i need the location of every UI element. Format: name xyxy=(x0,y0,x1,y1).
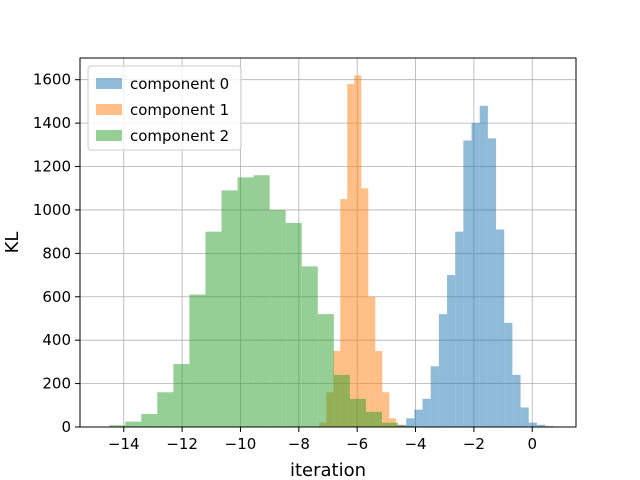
histogram-bar xyxy=(253,175,270,427)
y-axis-label: KL xyxy=(2,232,23,254)
histogram-bar xyxy=(447,275,456,427)
legend-swatch xyxy=(96,104,122,115)
histogram-bar xyxy=(157,392,174,427)
x-tick-label: −8 xyxy=(288,435,310,453)
histogram-bar xyxy=(141,413,158,427)
histogram-bar xyxy=(406,418,415,427)
histogram-bar xyxy=(438,314,448,427)
histogram-bar xyxy=(173,364,190,427)
legend-label: component 2 xyxy=(130,127,229,145)
legend-label: component 1 xyxy=(130,101,229,119)
histogram-bar xyxy=(375,351,383,427)
y-tick-label: 1000 xyxy=(33,201,71,219)
histogram-bar xyxy=(301,266,318,427)
histogram-bar xyxy=(422,398,431,427)
legend-label: component 0 xyxy=(130,75,229,93)
histogram-bar xyxy=(125,421,142,427)
y-tick-label: 1600 xyxy=(33,71,71,89)
y-tick-label: 400 xyxy=(42,331,71,349)
histogram-bar xyxy=(414,409,423,427)
histogram-bar xyxy=(361,188,369,427)
y-tick-label: 0 xyxy=(61,418,71,436)
histogram-bar xyxy=(347,84,355,427)
histogram-bar xyxy=(365,411,382,427)
histogram-bar xyxy=(398,425,415,427)
bars-layer xyxy=(109,75,554,428)
histogram-bar xyxy=(504,322,513,427)
histogram-bar xyxy=(430,366,439,427)
series-0 xyxy=(398,105,554,428)
histogram-bar xyxy=(354,75,362,427)
histogram-bar xyxy=(479,105,488,428)
y-tick-label: 1200 xyxy=(33,158,71,176)
histogram-bar xyxy=(520,407,529,427)
histogram-bar xyxy=(496,229,505,427)
histogram-bar xyxy=(512,374,521,427)
x-tick-label: −12 xyxy=(166,435,198,453)
histogram-bar xyxy=(536,424,546,427)
histogram-bar xyxy=(285,222,302,427)
histogram-bar xyxy=(340,199,348,427)
histogram-bar xyxy=(189,294,206,427)
x-tick-label: −2 xyxy=(463,435,485,453)
ticks-layer: −14 −12 −10 −8 −6 −4 −2 0 0 200 400 600 800 1000 1200 1… xyxy=(33,71,537,453)
histogram-bar xyxy=(471,123,480,427)
histogram-bar xyxy=(237,177,254,427)
y-tick-label: 600 xyxy=(42,288,71,306)
legend-box xyxy=(87,65,242,151)
histogram-bar xyxy=(368,296,376,427)
histogram-bar xyxy=(333,374,350,427)
y-tick-label: 800 xyxy=(42,244,71,262)
series-2 xyxy=(109,175,415,427)
histogram-bar xyxy=(487,138,497,427)
histogram-bar xyxy=(455,231,464,427)
x-tick-label: −14 xyxy=(108,435,140,453)
legend-swatch xyxy=(96,78,122,89)
x-tick-label: 0 xyxy=(527,435,537,453)
y-tick-label: 200 xyxy=(42,375,71,393)
legend: component 0 component 1 component 2 xyxy=(87,65,242,151)
histogram-bar xyxy=(463,140,472,427)
histogram-bar xyxy=(528,422,537,427)
y-tick-label: 1400 xyxy=(33,114,71,132)
x-tick-label: −6 xyxy=(346,435,368,453)
histogram-bar xyxy=(382,392,390,427)
histogram-bar xyxy=(381,422,399,427)
histogram-bar xyxy=(317,314,334,427)
x-axis-label: iteration xyxy=(290,460,366,480)
histogram-bar xyxy=(205,231,222,427)
histogram-bar xyxy=(109,425,126,427)
histogram-bar xyxy=(221,190,238,427)
x-tick-label: −4 xyxy=(404,435,426,453)
histogram-bar xyxy=(349,398,366,427)
plot-frame xyxy=(79,57,577,428)
legend-swatch xyxy=(96,130,122,141)
x-tick-label: −10 xyxy=(225,435,257,453)
histogram-bar xyxy=(269,209,286,427)
